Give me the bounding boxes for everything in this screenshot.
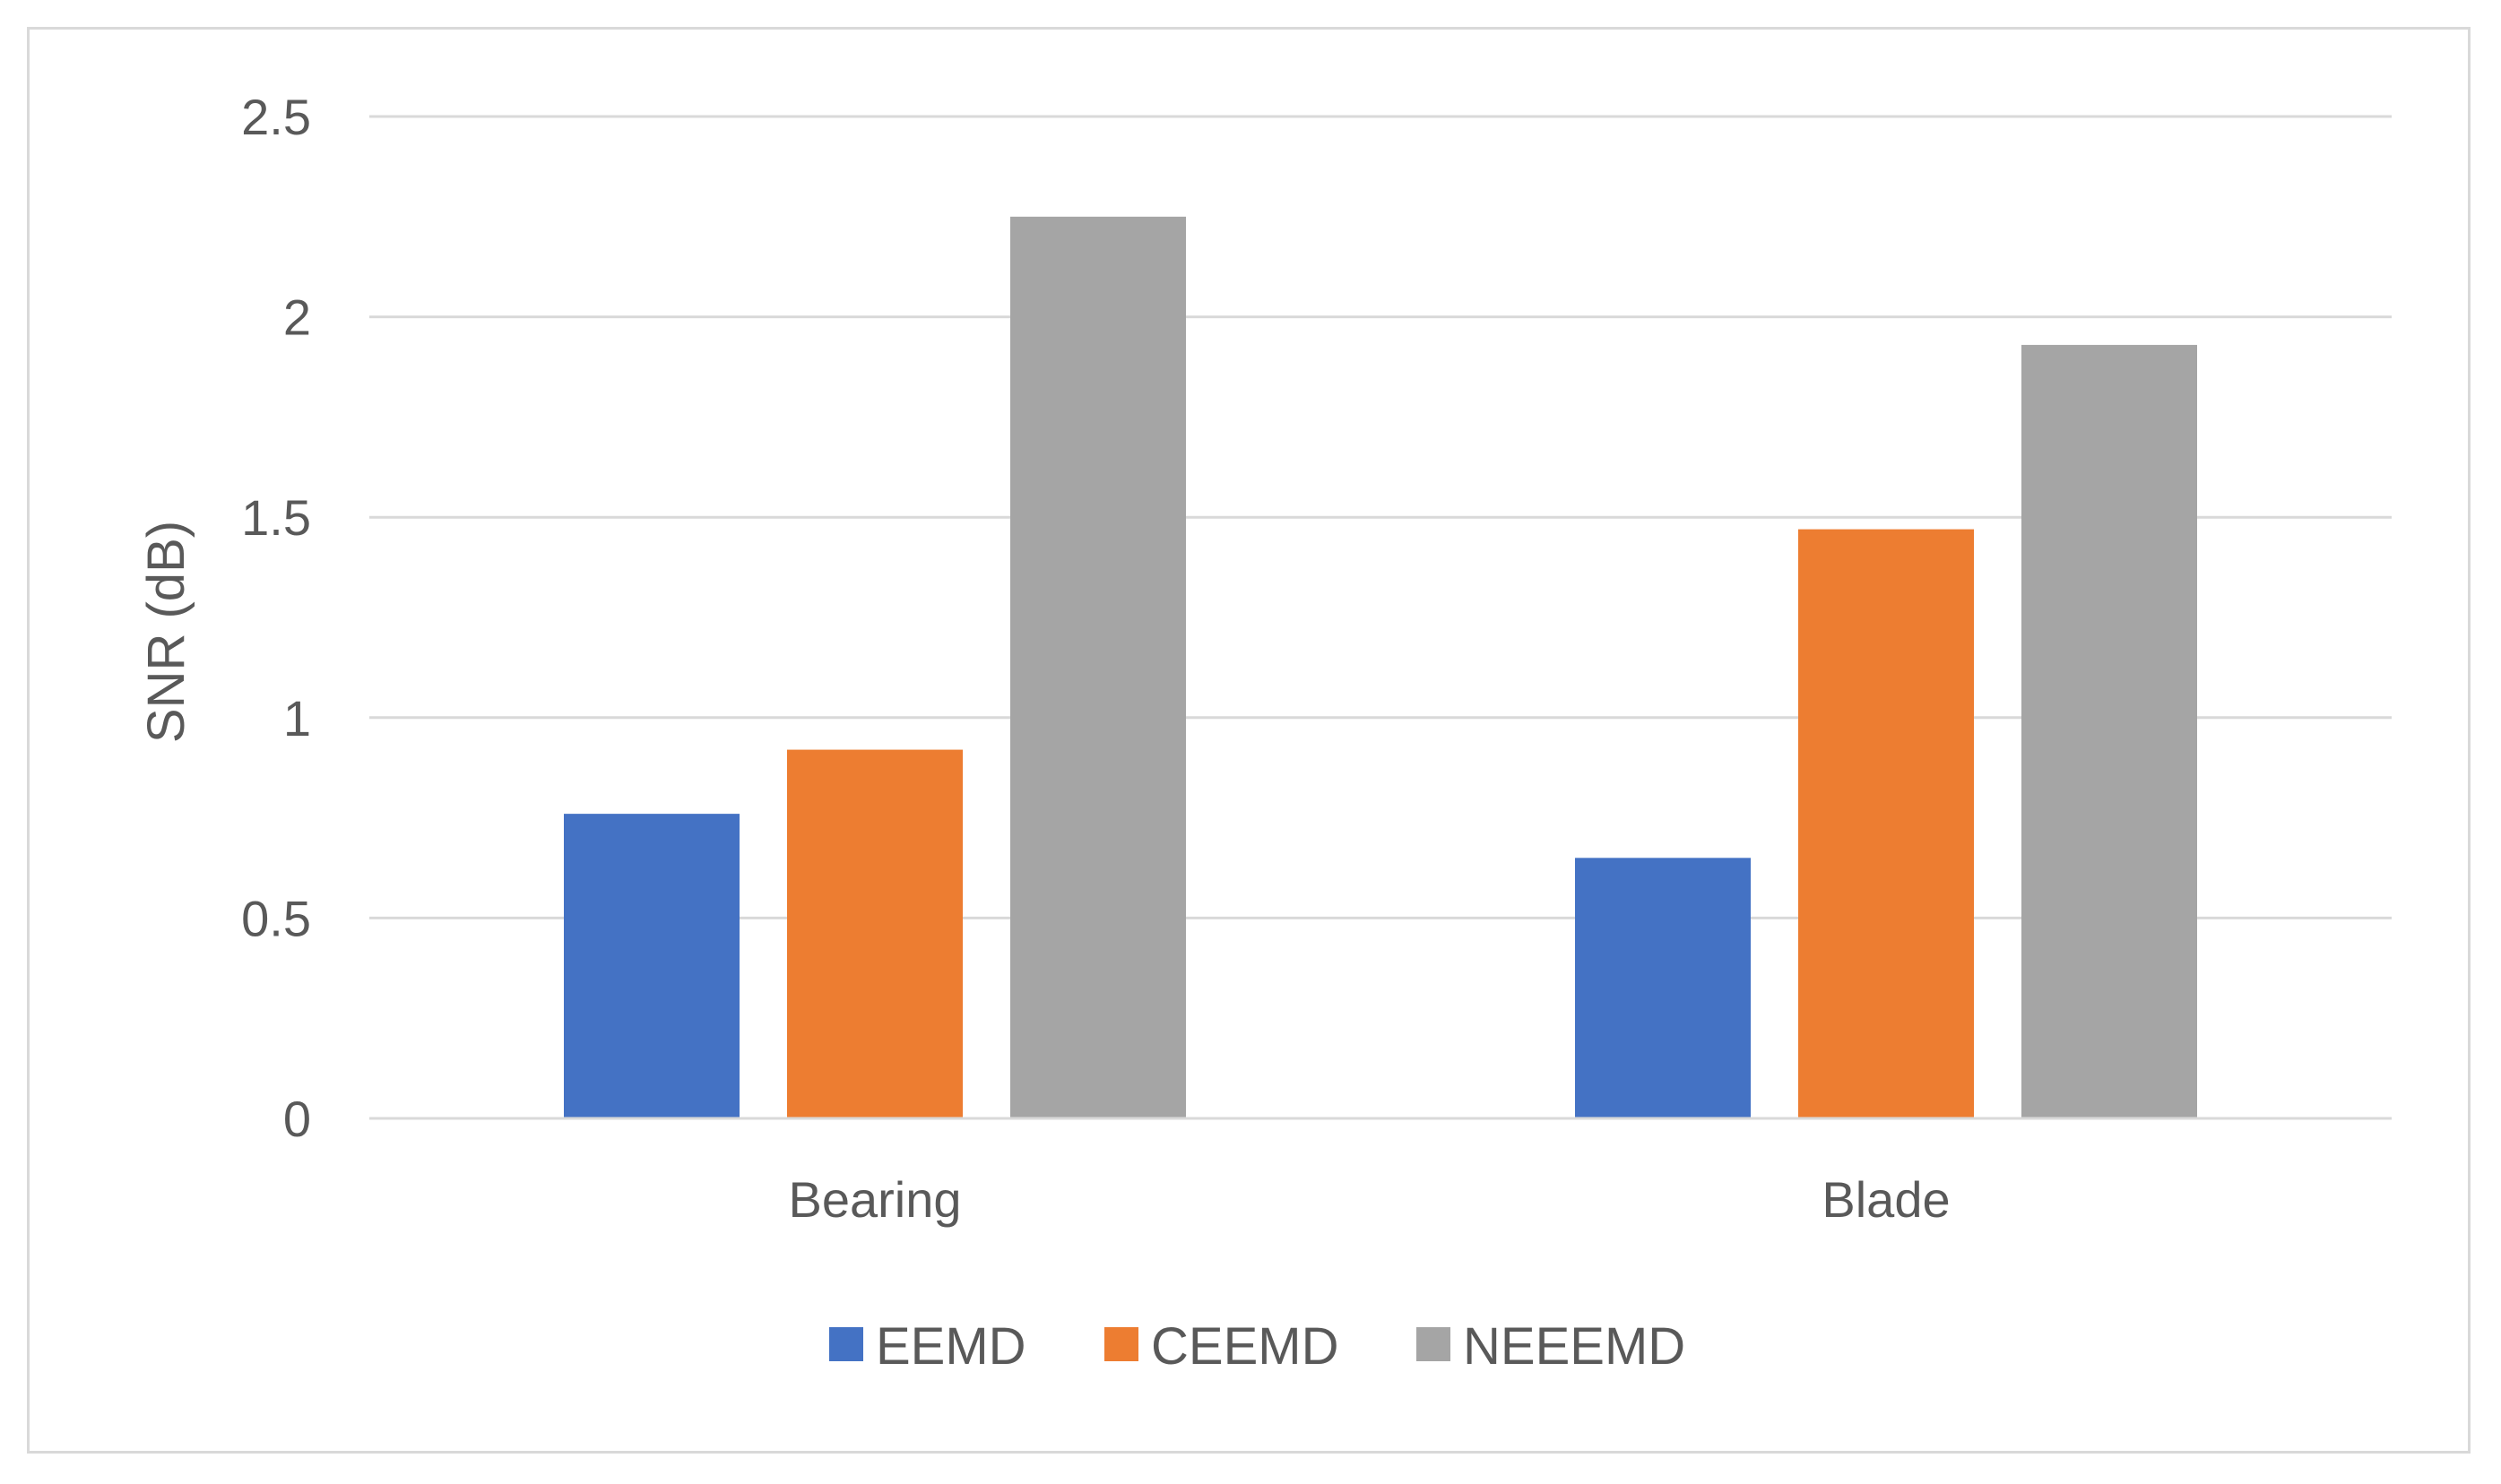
bar-ceemd-blade	[1798, 529, 1974, 1118]
bar-neeemd-bearing	[1010, 216, 1186, 1119]
bars	[369, 216, 2392, 1120]
legend-label-ceemd: CEEMD	[1151, 1317, 1338, 1376]
y-tick-label: 1	[283, 690, 311, 746]
y-tick-label: 0	[283, 1091, 311, 1147]
y-tick-label: 2	[283, 289, 311, 346]
bar-eemd-bearing	[564, 814, 740, 1118]
legend: EEMD CEEMD NEEEMD	[829, 1317, 1685, 1376]
bar-ceemd-bearing	[787, 749, 963, 1118]
x-tick-label: Blade	[1822, 1171, 1950, 1228]
x-tick-label: Bearing	[788, 1171, 961, 1228]
legend-swatch-eemd	[829, 1327, 863, 1361]
legend-label-eemd: EEMD	[876, 1317, 1026, 1376]
y-axis-title: SNR (dB)	[137, 521, 195, 743]
legend-swatch-neeemd	[1416, 1327, 1450, 1361]
y-axis-tick-labels: 0 0.5 1 1.5 2 2.5	[241, 89, 311, 1147]
y-tick-label: 0.5	[241, 890, 311, 946]
bar-eemd-blade	[1575, 858, 1751, 1118]
y-tick-label: 1.5	[241, 489, 311, 546]
bar-neeemd-blade	[2021, 344, 2197, 1118]
legend-swatch-ceemd	[1104, 1327, 1138, 1361]
legend-label-neeemd: NEEEMD	[1463, 1317, 1685, 1376]
y-tick-label: 2.5	[241, 89, 311, 145]
x-axis-tick-labels: Bearing Blade	[788, 1171, 1950, 1228]
